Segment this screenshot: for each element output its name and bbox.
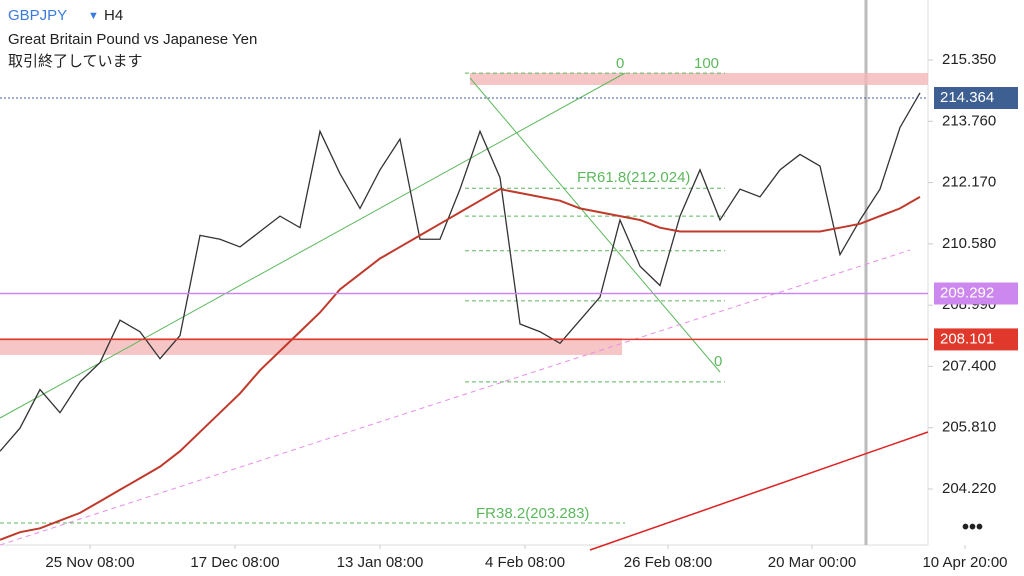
zone [0, 338, 622, 355]
annotation: FR38.2(203.283) [476, 505, 589, 522]
series-line [0, 188, 921, 541]
zone [470, 73, 928, 85]
x-tick-label: 26 Feb 08:00 [624, 554, 712, 571]
dropdown-icon[interactable]: ▼ [88, 10, 99, 22]
y-tick-label: 205.810 [942, 419, 996, 436]
trend-line [589, 431, 929, 551]
price-label-box [934, 328, 1018, 351]
status: 取引終了しています [8, 53, 143, 70]
x-tick-label: 4 Feb 08:00 [485, 554, 565, 571]
price-label: 208.101 [940, 330, 994, 347]
annotation: 0 [616, 55, 624, 72]
annotation: 0 [714, 353, 722, 370]
symbol: GBPJPY [8, 7, 67, 24]
x-tick-label: 13 Jan 08:00 [337, 554, 424, 571]
y-tick-label: 212.170 [942, 174, 996, 191]
y-tick-label: 210.580 [942, 235, 996, 252]
plot [0, 72, 928, 541]
y-tick-label: 213.760 [942, 112, 996, 129]
trend-line [0, 249, 911, 546]
price-label-box [934, 282, 1018, 305]
x-tick-label: 10 Apr 20:00 [922, 554, 1007, 571]
x-tick-label: 25 Nov 08:00 [45, 554, 134, 571]
annotation: FR61.8(212.024) [577, 169, 690, 186]
annotation: 100 [694, 55, 719, 72]
y-tick-label: 204.220 [942, 480, 996, 497]
timeframe[interactable]: H4 [104, 7, 123, 24]
y-tick-label: 207.400 [942, 357, 996, 374]
x-tick-label: 20 Mar 00:00 [768, 554, 856, 571]
price-label-box [934, 87, 1018, 110]
trend-line [0, 72, 626, 419]
x-tick-label: 17 Dec 08:00 [190, 554, 279, 571]
price-label: 214.364 [940, 89, 994, 106]
more-icon[interactable]: ••• [962, 516, 983, 538]
trend-line [469, 77, 721, 373]
y-tick-label: 215.350 [942, 51, 996, 68]
series-line [0, 92, 921, 452]
price-label: 209.292 [940, 284, 994, 301]
subtitle: Great Britain Pound vs Japanese Yen [8, 31, 257, 48]
